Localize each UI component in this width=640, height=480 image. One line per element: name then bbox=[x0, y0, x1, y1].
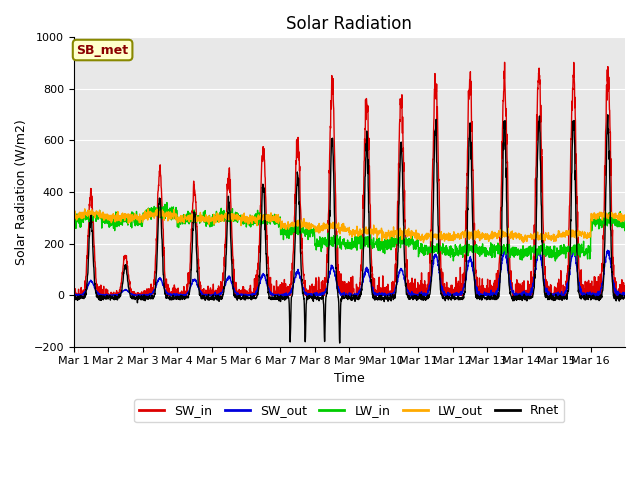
SW_in bbox=[547, 286, 555, 292]
SW_out bbox=[70, 291, 77, 297]
LW_out bbox=[547, 236, 555, 242]
LW_in bbox=[547, 253, 554, 259]
LW_out bbox=[383, 235, 390, 241]
SW_in bbox=[70, 290, 77, 296]
LW_out bbox=[70, 215, 77, 221]
SW_in bbox=[244, 292, 252, 298]
Rnet bbox=[125, 285, 132, 291]
LW_in bbox=[621, 217, 629, 223]
LW_out bbox=[125, 217, 133, 223]
Rnet bbox=[383, 296, 390, 302]
LW_in bbox=[383, 244, 390, 250]
SW_in bbox=[125, 276, 133, 282]
LW_in bbox=[70, 216, 77, 221]
SW_out bbox=[535, 245, 543, 251]
LW_out bbox=[81, 206, 88, 212]
LW_in bbox=[244, 220, 252, 226]
LW_in bbox=[552, 258, 559, 264]
Text: SB_met: SB_met bbox=[77, 44, 129, 57]
Title: Solar Radiation: Solar Radiation bbox=[287, 15, 412, 33]
LW_out bbox=[244, 221, 252, 227]
SW_out bbox=[516, 292, 524, 298]
Rnet bbox=[70, 293, 77, 299]
Line: SW_in: SW_in bbox=[74, 62, 625, 295]
Line: LW_in: LW_in bbox=[74, 203, 625, 261]
Legend: SW_in, SW_out, LW_in, LW_out, Rnet: SW_in, SW_out, LW_in, LW_out, Rnet bbox=[134, 399, 564, 422]
SW_in bbox=[70, 292, 78, 298]
SW_out bbox=[125, 289, 133, 295]
Rnet bbox=[244, 295, 252, 300]
SW_in bbox=[621, 290, 629, 296]
Line: LW_out: LW_out bbox=[74, 209, 625, 242]
SW_out bbox=[70, 292, 78, 298]
SW_in bbox=[614, 292, 621, 298]
SW_out bbox=[621, 291, 629, 297]
SW_out bbox=[383, 292, 390, 298]
Line: SW_out: SW_out bbox=[74, 248, 625, 295]
Rnet bbox=[614, 294, 621, 300]
Line: Rnet: Rnet bbox=[74, 115, 625, 343]
SW_in bbox=[516, 292, 524, 298]
SW_in bbox=[383, 292, 390, 298]
LW_in bbox=[516, 249, 524, 254]
Rnet bbox=[547, 293, 554, 299]
Rnet bbox=[336, 340, 344, 346]
SW_out bbox=[614, 292, 621, 298]
Rnet bbox=[621, 294, 629, 300]
SW_out bbox=[244, 292, 252, 298]
LW_in bbox=[163, 200, 171, 205]
X-axis label: Time: Time bbox=[334, 372, 365, 385]
LW_out bbox=[516, 231, 524, 237]
LW_out bbox=[520, 240, 527, 245]
LW_out bbox=[621, 213, 629, 218]
LW_out bbox=[614, 214, 621, 219]
Rnet bbox=[604, 112, 612, 118]
LW_in bbox=[125, 212, 132, 218]
LW_in bbox=[614, 218, 621, 224]
SW_out bbox=[547, 292, 555, 298]
Rnet bbox=[516, 294, 524, 300]
SW_in bbox=[500, 60, 508, 65]
Y-axis label: Solar Radiation (W/m2): Solar Radiation (W/m2) bbox=[15, 119, 28, 265]
